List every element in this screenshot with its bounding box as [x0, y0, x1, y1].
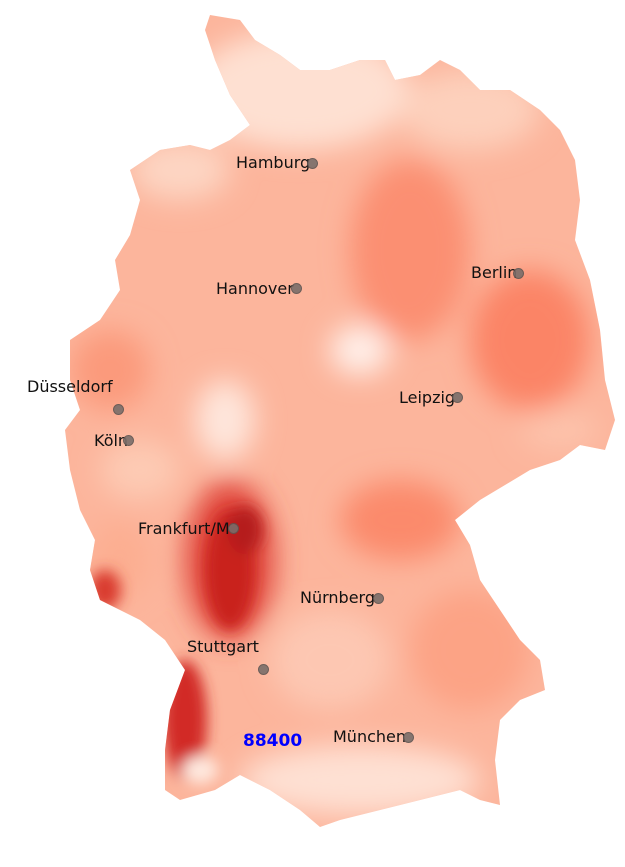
city-marker	[113, 404, 124, 415]
city-label: Stuttgart	[187, 637, 259, 656]
city-marker	[513, 268, 524, 279]
highlighted-postcode-label: 88400	[243, 731, 303, 751]
city-label: Leipzig	[399, 388, 456, 407]
city-marker	[373, 593, 384, 604]
city-label: Hannover	[216, 279, 294, 298]
city-label: Berlin	[471, 263, 518, 282]
city-marker	[291, 283, 302, 294]
city-marker	[123, 435, 134, 446]
city-label: Nürnberg	[300, 588, 375, 607]
city-label: Köln	[94, 431, 129, 450]
city-marker	[452, 392, 463, 403]
city-label: Hamburg	[236, 153, 311, 172]
city-label: Düsseldorf	[27, 377, 113, 396]
city-marker	[307, 158, 318, 169]
city-label: München	[333, 727, 407, 746]
city-marker	[258, 664, 269, 675]
city-label: Frankfurt/M	[138, 519, 230, 538]
city-marker	[228, 523, 239, 534]
city-marker	[403, 732, 414, 743]
